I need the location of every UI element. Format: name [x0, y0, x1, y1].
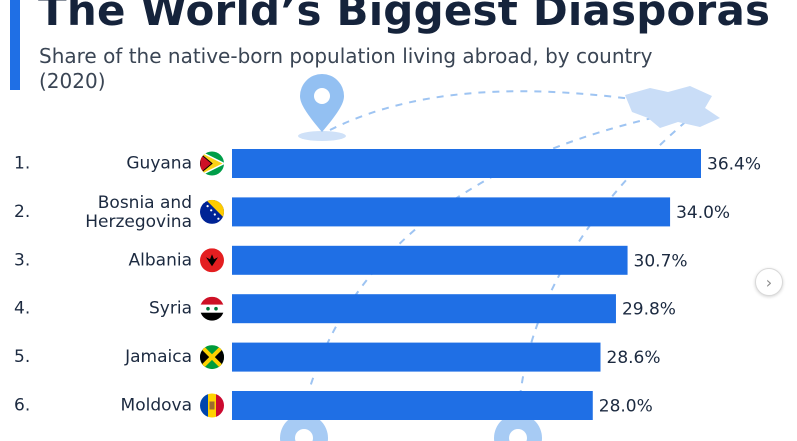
category-label: Moldova [121, 396, 192, 416]
value-label: 34.0% [676, 203, 730, 223]
location-pin-icon [494, 414, 542, 441]
value-label: 36.4% [707, 155, 761, 175]
rank-label: 4. [14, 299, 30, 319]
bar [232, 245, 628, 275]
location-pin-icon [298, 74, 346, 141]
value-label: 28.0% [599, 397, 653, 417]
location-pin-icon [280, 414, 328, 441]
bar [232, 294, 616, 324]
bar [232, 342, 601, 372]
category-label: Bosnia and Herzegovina [85, 193, 192, 232]
bar [232, 149, 701, 178]
value-label: 30.7% [634, 251, 688, 271]
moldova-flag-icon [200, 393, 224, 418]
guyana-flag-icon [200, 151, 224, 176]
accent-bar [10, 0, 20, 90]
category-label: Albania [129, 250, 192, 270]
landmass-icon [625, 86, 720, 128]
albania-flag-icon [200, 248, 224, 273]
bosnia-flag-icon [200, 199, 224, 224]
chevron-right-icon: › [765, 272, 773, 292]
jamaica-flag-icon [200, 345, 224, 370]
category-label: Guyana [126, 154, 192, 174]
value-label: 29.8% [622, 300, 676, 320]
next-slide-button[interactable]: › [755, 268, 783, 296]
chart-title: The World’s Biggest Diasporas [38, 0, 771, 35]
value-label: 28.6% [607, 348, 661, 368]
bar [232, 391, 593, 420]
rank-label: 5. [14, 347, 30, 367]
rank-label: 6. [14, 396, 30, 416]
syria-flag-icon [200, 296, 224, 321]
rank-label: 3. [14, 250, 30, 270]
category-label: Syria [149, 299, 192, 319]
flight-path-left [299, 111, 681, 426]
rank-label: 2. [14, 202, 30, 222]
chart-subtitle: Share of the native-born population livi… [39, 44, 653, 93]
rank-label: 1. [14, 154, 30, 174]
category-label: Jamaica [124, 347, 192, 367]
bar [232, 197, 671, 227]
